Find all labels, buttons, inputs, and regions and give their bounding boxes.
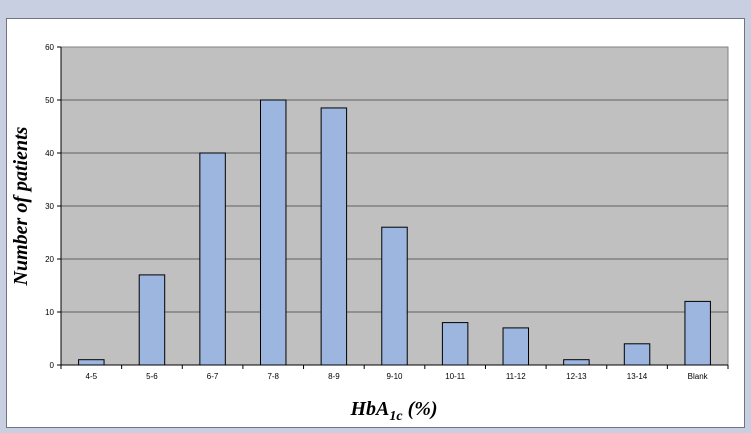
y-tick-label: 0 <box>50 361 55 370</box>
bar <box>259 99 287 366</box>
bar <box>381 226 408 366</box>
bar <box>199 152 226 366</box>
y-tick-label: 40 <box>45 149 54 158</box>
x-axis-title: HbA1c (%) <box>349 398 437 424</box>
bar <box>684 300 711 366</box>
bar <box>320 107 348 366</box>
x-tick-label: 4-5 <box>86 372 98 381</box>
y-tick-label: 10 <box>45 308 54 317</box>
bar <box>623 343 651 366</box>
x-tick-label: 5-6 <box>146 372 158 381</box>
y-tick-label: 30 <box>45 202 54 211</box>
y-tick-label: 50 <box>45 96 54 105</box>
x-tick-label: 6-7 <box>207 372 219 381</box>
y-tick-label: 60 <box>45 43 54 52</box>
x-axis-ticks: 4-5 5-6 6-7 7-8 8-9 9-10 10-11 11-12 12-13 13-14 B… <box>60 365 729 381</box>
bar <box>441 322 469 366</box>
x-axis-title-subscript: 1c <box>389 409 403 424</box>
x-tick-label: 8-9 <box>328 372 340 381</box>
x-tick-label: 9-10 <box>386 372 403 381</box>
x-tick-label: 12-13 <box>566 372 587 381</box>
x-tick-label: 13-14 <box>627 372 648 381</box>
x-tick-label: 7-8 <box>267 372 279 381</box>
bars <box>78 99 711 366</box>
y-axis-title: Number of patients <box>10 126 32 286</box>
x-tick-label: 10-11 <box>445 372 465 381</box>
bar <box>78 359 105 366</box>
bar <box>138 274 166 366</box>
x-tick-label: Blank <box>688 372 709 381</box>
y-axis-ticks: 0 10 20 30 40 50 60 <box>45 43 61 370</box>
bar <box>563 359 590 366</box>
chart-panel: 0 10 20 30 40 50 60 4-5 5-6 6-7 7-8 8-9 9-10 10-11 11… <box>6 18 745 428</box>
x-axis-title-rest: (%) <box>403 398 438 420</box>
x-axis-title-main: HbA <box>349 398 389 420</box>
x-tick-label: 11-12 <box>506 372 526 381</box>
bar-chart: 0 10 20 30 40 50 60 4-5 5-6 6-7 7-8 8-9 9-10 10-11 11… <box>10 43 729 424</box>
bar <box>502 327 530 366</box>
y-tick-label: 20 <box>45 255 54 264</box>
